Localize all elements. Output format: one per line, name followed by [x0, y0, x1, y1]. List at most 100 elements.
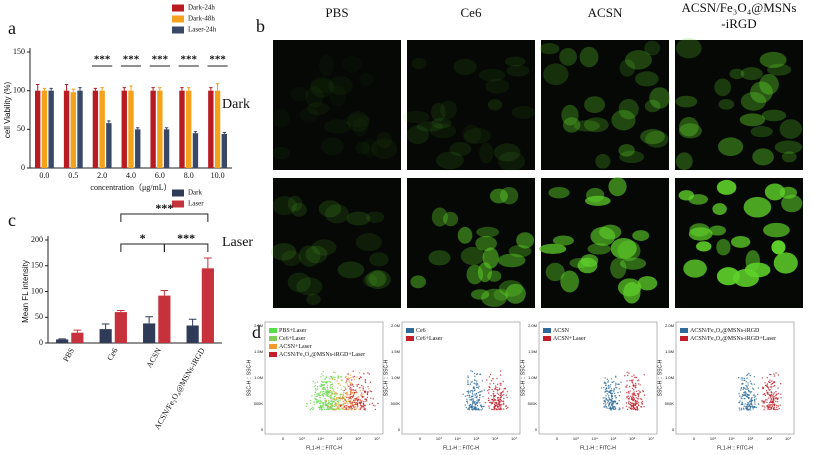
flow-event — [779, 383, 782, 385]
flow-y-tick: 1.0M — [391, 375, 400, 380]
flow-event — [498, 404, 501, 407]
flow-event — [323, 392, 325, 395]
y-tick-label: 100 — [13, 85, 25, 94]
flow-event — [331, 404, 333, 406]
flow-event — [467, 375, 469, 377]
cell — [610, 237, 637, 259]
flow-x-tick: 10⁵ — [336, 436, 342, 441]
flow-event — [489, 373, 492, 376]
flow-event — [753, 399, 756, 402]
flow-event — [471, 409, 474, 411]
flow-event — [332, 376, 335, 378]
flow-event — [339, 376, 341, 378]
flow-event — [343, 389, 345, 392]
flow-event — [613, 388, 615, 390]
flow-event — [768, 402, 771, 404]
flow-event — [317, 393, 320, 396]
flow-event — [769, 379, 771, 381]
cell — [460, 246, 485, 266]
flow-event — [771, 386, 773, 388]
flow-event — [610, 399, 612, 402]
flow-event — [503, 394, 505, 396]
cell — [305, 86, 324, 108]
flow-event — [345, 392, 347, 394]
flow-event — [366, 393, 369, 396]
flow-event — [467, 381, 469, 383]
flow-event — [640, 406, 642, 408]
flow-event — [611, 400, 613, 403]
cell — [645, 130, 669, 148]
flow-event — [500, 396, 503, 398]
flow-event — [359, 387, 361, 389]
flow-event — [474, 393, 476, 395]
legend-label: Ce6+Laser — [416, 336, 442, 342]
flow-event — [490, 380, 493, 382]
flow-event — [750, 403, 753, 406]
flow-y-tick: 1.5M — [665, 349, 674, 354]
flow-x-tick: 10⁶ — [355, 436, 361, 441]
flow-event — [325, 391, 327, 393]
flow-event — [346, 408, 348, 411]
flow-y-label: SSC-H :: SSC-H — [520, 359, 526, 396]
flow-event — [772, 393, 775, 395]
flow-event — [615, 382, 617, 384]
flow-event — [354, 400, 356, 402]
flow-event — [327, 405, 329, 407]
flow-event — [762, 402, 764, 404]
flow-event — [334, 409, 336, 411]
flow-event — [353, 392, 356, 394]
flow-event — [466, 390, 468, 393]
flow-event — [740, 387, 742, 390]
flow-x-tick: 10³ — [710, 436, 716, 441]
flow-x-tick: 10⁷ — [374, 436, 380, 441]
flow-event — [348, 397, 350, 399]
flow-event — [499, 401, 501, 403]
flow-event — [632, 396, 634, 399]
flow-event — [606, 402, 609, 404]
cell — [320, 137, 344, 156]
y-tick-label: 50 — [17, 124, 25, 133]
flow-event — [739, 395, 741, 397]
cell — [352, 118, 368, 137]
flow-event — [496, 406, 499, 408]
flow-event — [345, 402, 347, 405]
flow-event — [305, 405, 308, 407]
flow-event — [753, 398, 756, 401]
flow-event — [319, 408, 321, 411]
flow-event — [766, 377, 768, 379]
cell — [310, 76, 334, 98]
flow-event — [321, 401, 323, 403]
flow-event — [330, 394, 332, 397]
flow-event — [465, 406, 467, 409]
flow-event — [315, 395, 317, 398]
flow-event — [356, 385, 358, 387]
flow-event — [630, 396, 633, 399]
flow-event — [639, 391, 641, 393]
flow-event — [627, 374, 629, 376]
flow-event — [347, 399, 350, 401]
flow-event — [492, 408, 494, 411]
flow-event — [496, 399, 499, 401]
flow-event — [631, 408, 633, 410]
x-tick-label: 4.0 — [126, 171, 136, 180]
flow-event — [309, 402, 312, 404]
flow-event — [744, 379, 746, 382]
cell — [759, 51, 787, 68]
error-bar — [164, 127, 169, 130]
flow-event — [742, 388, 744, 391]
cell — [296, 277, 323, 296]
micrograph — [539, 177, 669, 308]
cell — [675, 152, 693, 171]
flow-x-tick: 0 — [419, 436, 422, 441]
legend-swatch — [269, 352, 277, 357]
flow-event — [477, 401, 479, 404]
flow-event — [323, 407, 325, 409]
flow-event — [329, 378, 331, 380]
flow-event — [462, 393, 464, 395]
flow-event — [770, 383, 772, 386]
flow-event — [351, 407, 353, 410]
flow-event — [466, 400, 468, 402]
flow-event — [322, 394, 325, 396]
x-tick-label: 0.0 — [39, 171, 49, 180]
flow-event — [340, 397, 342, 399]
